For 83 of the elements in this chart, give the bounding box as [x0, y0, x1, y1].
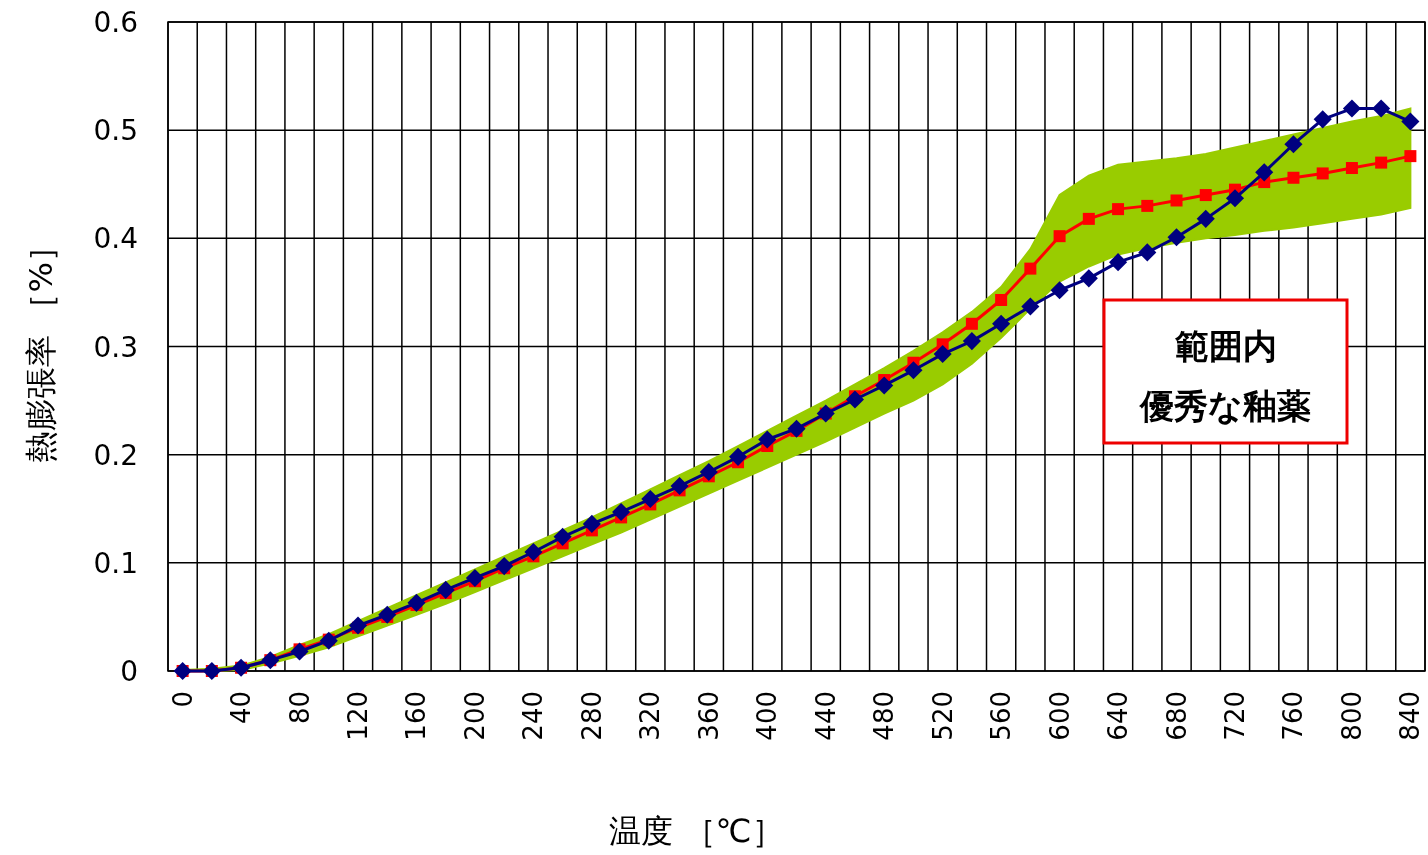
point — [1313, 110, 1332, 129]
point — [1284, 135, 1303, 154]
point — [875, 376, 894, 395]
x-tick-label: 320 — [635, 691, 666, 741]
y-tick-label: 0.2 — [93, 438, 138, 472]
x-tick-label: 680 — [1161, 691, 1192, 741]
x-axis-title: 温度 ［℃］ — [609, 812, 784, 850]
point — [1082, 212, 1095, 225]
point — [348, 616, 368, 635]
point — [1225, 189, 1245, 208]
point — [465, 568, 484, 588]
point — [965, 317, 978, 330]
point — [1196, 209, 1215, 228]
point — [995, 293, 1008, 306]
x-tick-label: 480 — [869, 691, 900, 741]
point — [758, 430, 777, 449]
annotation: 範囲内 — [1173, 326, 1277, 366]
point — [728, 447, 748, 466]
point — [1375, 156, 1388, 169]
y-tick-label: 0.5 — [93, 114, 138, 148]
annotation: 優秀な釉薬 — [1139, 386, 1311, 426]
point — [845, 390, 865, 409]
point — [1024, 262, 1037, 275]
y-tick-label: 0.4 — [93, 222, 138, 256]
x-tick-label: 240 — [518, 691, 549, 741]
point — [524, 542, 543, 562]
x-tick-label: 840 — [1395, 691, 1426, 741]
y-tick-label: 0.6 — [93, 6, 138, 39]
x-tick-label: 360 — [693, 691, 724, 741]
point — [904, 361, 923, 380]
point — [495, 557, 514, 576]
x-tick-label: 160 — [401, 691, 432, 741]
point — [612, 502, 631, 522]
x-tick-label: 560 — [986, 691, 1017, 741]
point — [1053, 230, 1066, 243]
point — [1109, 253, 1128, 272]
point — [1199, 189, 1212, 202]
point — [787, 419, 806, 438]
point — [641, 489, 660, 509]
point — [1138, 243, 1157, 262]
point — [290, 642, 309, 661]
point — [1255, 163, 1274, 182]
x-tick-label: 720 — [1219, 691, 1250, 741]
point — [1050, 281, 1069, 300]
y-tick-label: 0.1 — [93, 546, 138, 580]
y-axis-title: 熱膨張率 ［%］ — [22, 230, 60, 463]
point — [1170, 194, 1183, 207]
x-tick-label: 640 — [1103, 691, 1134, 741]
x-tick-label: 440 — [810, 691, 841, 741]
y-tick-label: 0.3 — [93, 330, 138, 364]
point — [933, 345, 952, 364]
point — [962, 332, 981, 351]
x-tick-label: 80 — [284, 691, 315, 725]
x-tick-label: 120 — [343, 691, 374, 741]
point — [582, 514, 601, 533]
point — [1316, 167, 1329, 180]
x-tick-label: 800 — [1336, 691, 1367, 741]
y-tick-label: 0 — [120, 655, 138, 688]
x-tick-label: 600 — [1044, 691, 1075, 741]
x-tick-label: 40 — [226, 691, 257, 725]
x-tick-label: 400 — [752, 691, 783, 741]
point — [1141, 199, 1154, 212]
point — [1167, 228, 1186, 247]
point — [1404, 150, 1417, 163]
point — [319, 631, 338, 650]
point — [436, 580, 455, 599]
x-tick-label: 760 — [1278, 691, 1309, 741]
point — [378, 605, 397, 624]
x-tick-label: 200 — [459, 691, 490, 741]
point — [1021, 297, 1040, 316]
point — [992, 314, 1011, 333]
point — [1345, 162, 1358, 175]
x-tick-label: 0 — [167, 691, 198, 708]
point — [670, 476, 689, 496]
point — [407, 593, 426, 612]
point — [699, 462, 718, 482]
point — [1079, 269, 1098, 288]
point — [553, 527, 572, 546]
x-tick-label: 280 — [576, 691, 607, 741]
point — [1112, 203, 1125, 216]
point — [1401, 112, 1420, 131]
x-tick-label: 520 — [927, 691, 958, 741]
point — [1287, 171, 1300, 184]
